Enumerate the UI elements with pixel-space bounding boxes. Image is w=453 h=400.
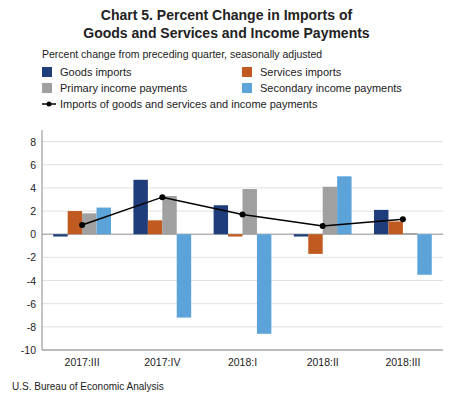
y-tick-label: -6 — [27, 298, 36, 310]
grid — [42, 142, 443, 350]
grid-line — [42, 257, 443, 258]
grid-line — [42, 141, 443, 142]
bar — [148, 220, 162, 234]
bar — [162, 196, 176, 234]
y-axis-line — [42, 130, 43, 350]
legend-label: Imports of goods and services and income… — [60, 98, 318, 110]
bar — [68, 211, 82, 234]
y-tick-label: -2 — [27, 251, 36, 263]
x-tick-label: 2018:III — [385, 356, 420, 368]
legend-label: Primary income payments — [60, 82, 188, 94]
legend-swatch — [42, 67, 52, 77]
bar — [294, 234, 308, 236]
bar — [337, 176, 351, 234]
line — [82, 197, 403, 226]
bar — [97, 208, 111, 235]
bar — [257, 234, 271, 334]
y-tick-label: -8 — [27, 321, 36, 333]
bar — [403, 233, 417, 234]
grid-line — [42, 280, 443, 281]
legend-item: Imports of goods and services and income… — [42, 98, 318, 110]
line-marker — [400, 216, 406, 222]
x-tick-label: 2018:I — [228, 356, 257, 368]
x-tick-label: 2017:III — [65, 356, 100, 368]
bar — [177, 234, 191, 317]
legend-label: Goods imports — [60, 66, 132, 78]
line-marker — [240, 212, 246, 218]
legend-item: Services imports — [242, 66, 342, 78]
grid-line — [42, 303, 443, 304]
bar — [228, 234, 242, 236]
legend-swatch — [242, 83, 252, 93]
title: Goods and Services and Income Payments — [83, 25, 370, 41]
bar — [388, 221, 402, 234]
legend-swatch — [42, 83, 52, 93]
y-tick-label: -4 — [27, 275, 36, 287]
grid-line — [42, 326, 443, 327]
bar — [243, 189, 257, 234]
line-marker — [79, 222, 85, 228]
chart: Chart 5. Percent Change in Imports of Goo… — [0, 0, 453, 400]
x-axis-line — [42, 350, 443, 351]
bar — [308, 234, 322, 254]
legend-label: Services imports — [260, 66, 342, 78]
bar — [417, 234, 431, 275]
y-tick-label: 6 — [30, 159, 36, 171]
line-marker — [320, 223, 326, 229]
title: Chart 5. Percent Change in Imports of — [101, 7, 353, 23]
legend-swatch — [47, 102, 52, 107]
bar — [53, 234, 67, 236]
plot-area — [53, 176, 432, 333]
annotation: U.S. Bureau of Economic Analysis — [12, 381, 164, 392]
legend-item: Primary income payments — [42, 82, 188, 94]
legend-item: Goods imports — [42, 66, 132, 78]
grid-line — [42, 350, 443, 351]
chart-container: Chart 5. Percent Change in Imports of Goo… — [0, 0, 453, 400]
x-tick-label: 2018:II — [307, 356, 339, 368]
grid-line — [42, 164, 443, 165]
y-tick-label: -10 — [21, 344, 36, 356]
grid-line — [42, 187, 443, 188]
legend-item: Secondary income payments — [242, 82, 402, 94]
y-tick-label: 4 — [30, 182, 36, 194]
legend-label: Secondary income payments — [260, 82, 402, 94]
legend-swatch — [242, 67, 252, 77]
x-tick-label: 2017:IV — [144, 356, 180, 368]
y-tick-label: 0 — [30, 228, 36, 240]
legend: Goods imports Services imports Primary inc… — [42, 66, 402, 110]
y-tick-label: 8 — [30, 136, 36, 148]
line-marker — [159, 194, 165, 200]
y-tick-label: 2 — [30, 205, 36, 217]
subtitle: Percent change from preceding quarter, s… — [42, 48, 322, 60]
